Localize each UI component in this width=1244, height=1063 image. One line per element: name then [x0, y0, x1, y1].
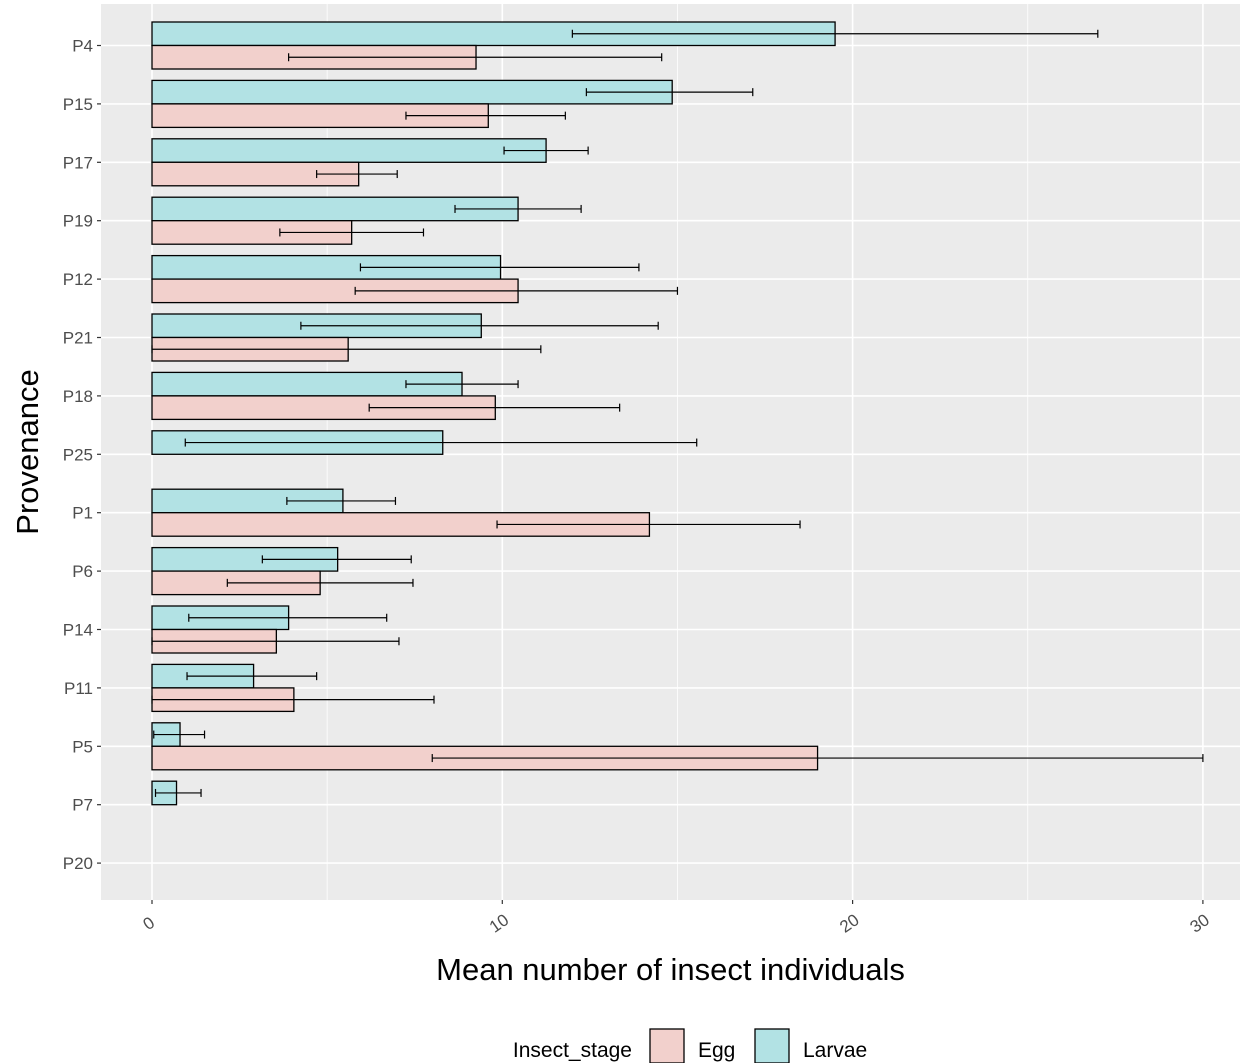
y-tick-label-p21: P21: [63, 329, 93, 348]
y-tick-label-p12: P12: [63, 270, 93, 289]
x-tick-label-10: 10: [486, 910, 512, 936]
y-tick-label-p6: P6: [72, 562, 93, 581]
x-tick-label-20: 20: [836, 910, 862, 936]
legend-key-larvae: [754, 1028, 790, 1063]
legend: Insect_stage Egg Larvae: [513, 1028, 867, 1063]
y-tick-label-p15: P15: [63, 95, 93, 114]
bars: [151, 21, 836, 806]
y-tick-label-p17: P17: [63, 153, 93, 172]
y-tick-label-p7: P7: [72, 796, 93, 815]
error-bars: [151, 29, 1204, 797]
y-axis-title: Provenance: [10, 369, 45, 534]
legend-label-egg: Egg: [698, 1039, 735, 1062]
legend-title: Insect_stage: [513, 1039, 632, 1062]
y-tick-label-p5: P5: [72, 737, 93, 756]
y-tick-label-p20: P20: [63, 854, 93, 873]
y-tick-label-p4: P4: [72, 37, 93, 56]
y-tick-label-p14: P14: [63, 621, 93, 640]
x-tick-label-30: 30: [1187, 910, 1213, 936]
y-axis-ticks: P4 P15 P17 P19 P12 P21 P18 P25 P1 P6 P14 P11 P5 P7 P20: [63, 37, 101, 873]
y-tick-label-p19: P19: [63, 212, 93, 231]
x-axis-title: Mean number of insect individuals: [436, 952, 905, 987]
x-tick-label-0: 0: [140, 913, 159, 934]
legend-key-egg: [649, 1028, 685, 1063]
x-axis-ticks: 0 10 20 30: [140, 900, 1213, 937]
y-tick-label-p18: P18: [63, 387, 93, 406]
legend-label-larvae: Larvae: [803, 1039, 867, 1062]
y-tick-label-p25: P25: [63, 445, 93, 464]
y-tick-label-p1: P1: [72, 504, 93, 523]
bar-larvae-p17: [151, 138, 547, 163]
y-tick-label-p11: P11: [64, 679, 93, 698]
